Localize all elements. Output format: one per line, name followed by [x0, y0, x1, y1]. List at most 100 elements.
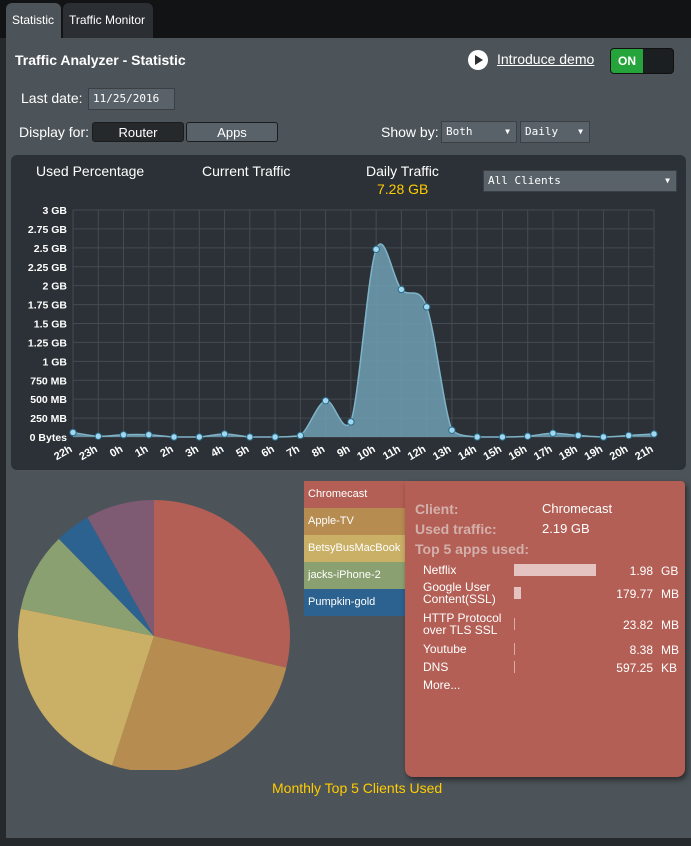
current-traffic-tab[interactable]: Current Traffic — [202, 163, 291, 179]
data-point[interactable] — [119, 431, 128, 439]
display-apps-button[interactable]: Apps — [186, 122, 278, 142]
client-label: Client: — [415, 501, 459, 517]
data-point[interactable] — [195, 433, 204, 441]
y-tick-label: 2.5 GB — [34, 243, 68, 255]
last-date-label: Last date: — [21, 90, 83, 106]
y-tick-label: 3 GB — [42, 205, 67, 217]
used-traffic-value: 2.19 GB — [542, 521, 590, 536]
tab-bar: Statistic Traffic Monitor — [0, 0, 691, 38]
data-point[interactable] — [69, 428, 77, 437]
x-tick-label: 19h — [583, 443, 606, 463]
legend-item[interactable]: Apple-TV — [304, 508, 406, 535]
clients-pie-chart — [18, 500, 290, 770]
x-tick-label: 21h — [633, 443, 656, 463]
legend-item[interactable]: Pumpkin-gold — [304, 589, 406, 616]
y-tick-label: 750 MB — [30, 375, 67, 387]
y-tick-label: 500 MB — [30, 394, 67, 406]
chevron-down-icon: ▼ — [665, 176, 670, 185]
y-tick-label: 2.25 GB — [28, 262, 68, 274]
app-usage-bar — [514, 564, 596, 576]
app-value: 1.98 — [629, 564, 653, 578]
display-for-label: Display for: — [19, 124, 90, 140]
last-date-input[interactable]: 11/25/2016 — [88, 88, 175, 110]
pie-slice[interactable] — [112, 636, 287, 770]
data-point[interactable] — [246, 433, 254, 441]
data-point[interactable] — [422, 303, 431, 311]
app-usage-bar — [514, 661, 515, 673]
app-usage-bar — [514, 618, 515, 630]
x-tick-label: 10h — [355, 443, 378, 463]
daily-traffic-value: 7.28 GB — [377, 181, 429, 197]
x-tick-label: 20h — [608, 443, 631, 463]
pie-slice[interactable] — [87, 500, 154, 636]
x-tick-label: 23h — [77, 443, 100, 463]
x-tick-label: 6h — [259, 443, 276, 460]
analyzer-toggle[interactable]: ON — [610, 48, 674, 74]
used-traffic-label: Used traffic: — [415, 521, 497, 537]
y-tick-label: 1.5 GB — [34, 319, 68, 331]
chevron-down-icon: ▼ — [578, 127, 583, 136]
client-detail-panel: Client: Chromecast Used traffic: 2.19 GB… — [405, 481, 685, 777]
bottom-strip — [0, 838, 691, 846]
app-name: HTTP Protocol over TLS SSL — [423, 611, 502, 637]
app-value: 597.25 — [616, 661, 653, 675]
daily-traffic-tab[interactable]: Daily Traffic — [366, 163, 439, 179]
more-apps-link[interactable]: More... — [423, 678, 461, 692]
data-point[interactable] — [448, 426, 456, 434]
traffic-area-chart: 0 Bytes 250 MB 500 MB 750 MB 1 GB 1.25 GB 1.5 … — [28, 205, 658, 463]
x-tick-label: 2h — [158, 443, 175, 460]
x-tick-label: 13h — [431, 443, 454, 463]
x-tick-label: 8h — [310, 443, 327, 460]
data-point[interactable] — [650, 430, 658, 438]
data-point[interactable] — [145, 431, 153, 439]
y-tick-label: 0 Bytes — [30, 432, 68, 444]
display-router-button[interactable]: Router — [92, 122, 184, 142]
app-unit: KB — [661, 661, 678, 675]
x-tick-label: 16h — [507, 443, 530, 463]
data-point[interactable] — [170, 433, 178, 441]
introduce-demo-link[interactable]: Introduce demo — [497, 51, 595, 67]
pie-slice[interactable] — [58, 517, 155, 636]
data-point[interactable] — [296, 431, 305, 440]
data-point[interactable] — [94, 432, 102, 440]
data-point[interactable] — [347, 418, 355, 426]
x-tick-label: 9h — [335, 443, 352, 460]
x-tick-label: 7h — [285, 443, 302, 460]
clients-select[interactable]: All Clients ▼ — [483, 170, 677, 192]
data-point[interactable] — [321, 396, 330, 405]
data-point[interactable] — [599, 433, 608, 441]
data-point[interactable] — [372, 245, 380, 254]
data-point[interactable] — [473, 433, 481, 441]
period-value: Daily — [525, 125, 559, 138]
app-name: Netflix — [423, 563, 457, 577]
main-panel: Traffic Analyzer - Statistic Introduce d… — [6, 38, 691, 838]
x-tick-label: 11h — [381, 443, 403, 463]
show-by-select[interactable]: Both ▼ — [441, 121, 517, 143]
app-usage-bar — [514, 643, 515, 655]
app-unit: MB — [661, 618, 679, 632]
play-icon[interactable] — [468, 50, 488, 70]
data-point[interactable] — [271, 433, 279, 441]
tab-traffic-monitor[interactable]: Traffic Monitor — [63, 3, 153, 38]
data-point[interactable] — [574, 431, 582, 440]
x-tick-label: 15h — [482, 443, 505, 463]
period-select[interactable]: Daily ▼ — [520, 121, 590, 143]
data-point[interactable] — [220, 430, 229, 438]
legend-item[interactable]: Chromecast — [304, 481, 406, 508]
page-title: Traffic Analyzer - Statistic — [15, 52, 186, 68]
tab-statistic[interactable]: Statistic — [6, 3, 61, 38]
x-tick-label: 17h — [532, 443, 555, 463]
pie-slice[interactable] — [20, 538, 155, 636]
data-point[interactable] — [523, 432, 532, 440]
app-name: DNS — [423, 660, 449, 674]
legend-item[interactable]: BetsyBusMacBook — [304, 535, 406, 562]
data-point[interactable] — [397, 285, 406, 294]
used-percentage-tab[interactable]: Used Percentage — [36, 163, 145, 179]
data-point[interactable] — [549, 429, 557, 437]
data-point[interactable] — [625, 431, 633, 440]
legend-item[interactable]: jacks-iPhone-2 — [304, 562, 406, 589]
data-point[interactable] — [498, 433, 507, 441]
pie-slice[interactable] — [154, 500, 290, 668]
app-value: 8.38 — [629, 643, 653, 657]
pie-slice[interactable] — [18, 608, 154, 766]
